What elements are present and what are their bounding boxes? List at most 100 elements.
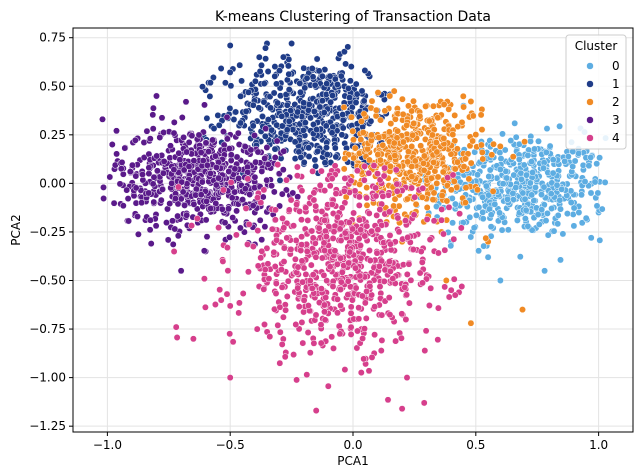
point-cluster-0: [475, 203, 483, 211]
point-cluster-1: [271, 72, 279, 80]
point-cluster-4: [290, 351, 298, 359]
point-cluster-4: [376, 206, 384, 213]
point-cluster-4: [276, 303, 284, 311]
point-cluster-4: [434, 336, 442, 344]
point-cluster-3: [197, 149, 205, 156]
point-cluster-3: [280, 147, 288, 155]
point-cluster-1: [309, 73, 317, 81]
point-cluster-3: [164, 236, 172, 244]
point-cluster-4: [427, 284, 435, 292]
point-cluster-0: [549, 169, 557, 177]
point-cluster-4: [281, 353, 289, 361]
point-cluster-0: [515, 155, 523, 163]
point-cluster-4: [321, 316, 329, 324]
point-cluster-1: [300, 64, 308, 72]
point-cluster-2: [416, 112, 424, 120]
point-cluster-4: [336, 330, 344, 338]
point-cluster-4: [347, 323, 355, 331]
point-cluster-4: [366, 282, 374, 290]
point-cluster-1: [360, 97, 368, 105]
point-cluster-4: [373, 211, 381, 219]
point-cluster-4: [334, 213, 342, 221]
point-cluster-4: [385, 258, 393, 266]
point-cluster-4: [302, 270, 310, 278]
point-cluster-0: [504, 195, 512, 203]
point-cluster-3: [156, 134, 164, 141]
point-cluster-4: [328, 200, 336, 208]
point-cluster-3: [149, 111, 157, 119]
point-cluster-1: [344, 84, 352, 92]
point-cluster-1: [308, 65, 316, 72]
point-cluster-3: [106, 173, 114, 181]
point-cluster-4: [393, 180, 401, 188]
point-cluster-0: [528, 158, 535, 166]
point-cluster-4: [249, 243, 257, 250]
point-cluster-1: [237, 92, 245, 100]
point-cluster-3: [236, 224, 244, 232]
point-cluster-3: [147, 240, 155, 248]
point-cluster-3: [201, 101, 208, 109]
point-cluster-2: [341, 155, 349, 162]
y-tick-label: −0.75: [29, 322, 66, 336]
point-cluster-0: [543, 125, 551, 133]
point-cluster-2: [357, 136, 365, 144]
point-cluster-4: [223, 244, 231, 252]
point-cluster-3: [169, 217, 176, 225]
point-cluster-4: [293, 201, 301, 208]
point-cluster-0: [511, 119, 519, 127]
point-cluster-4: [357, 254, 365, 262]
point-cluster-2: [408, 107, 416, 115]
point-cluster-1: [273, 121, 281, 129]
point-cluster-4: [290, 222, 298, 230]
point-cluster-4: [357, 242, 364, 249]
point-cluster-4: [356, 216, 363, 224]
point-cluster-3: [158, 114, 166, 122]
point-cluster-3: [227, 157, 235, 164]
point-cluster-1: [230, 116, 238, 123]
legend-label-4: 4: [612, 131, 620, 145]
point-cluster-4: [326, 263, 334, 271]
point-cluster-3: [183, 148, 191, 156]
point-cluster-2: [410, 119, 418, 127]
point-cluster-3: [134, 230, 142, 238]
point-cluster-0: [524, 222, 532, 230]
point-cluster-4: [338, 204, 346, 212]
point-cluster-4: [340, 187, 348, 195]
point-cluster-1: [283, 101, 291, 109]
point-cluster-4: [321, 308, 328, 316]
legend-marker-2: [586, 98, 594, 106]
point-cluster-0: [575, 149, 583, 157]
point-cluster-4: [387, 240, 394, 248]
point-cluster-3: [271, 154, 279, 161]
point-cluster-4: [397, 334, 405, 342]
point-cluster-2: [478, 148, 486, 156]
point-cluster-4: [298, 233, 306, 241]
point-cluster-0: [528, 226, 536, 234]
point-cluster-3: [197, 191, 205, 199]
point-cluster-4: [341, 229, 349, 237]
point-cluster-3: [185, 138, 193, 146]
point-cluster-2: [391, 195, 399, 203]
point-cluster-4: [296, 207, 304, 215]
point-cluster-4: [220, 186, 227, 194]
point-cluster-3: [195, 131, 203, 139]
point-cluster-2: [477, 111, 485, 119]
point-cluster-3: [99, 115, 106, 123]
point-cluster-1: [255, 53, 263, 61]
point-cluster-2: [439, 168, 447, 176]
point-cluster-0: [532, 183, 539, 191]
point-cluster-4: [372, 184, 380, 192]
point-cluster-0: [486, 166, 494, 174]
point-cluster-2: [350, 136, 357, 144]
point-cluster-3: [170, 166, 178, 174]
legend-label-0: 0: [612, 59, 620, 73]
point-cluster-4: [374, 226, 382, 234]
point-cluster-4: [398, 310, 406, 318]
point-cluster-3: [241, 143, 249, 151]
point-cluster-4: [320, 301, 328, 309]
legend-marker-0: [586, 62, 594, 70]
point-cluster-0: [501, 146, 509, 154]
legend-marker-1: [586, 80, 594, 88]
point-cluster-4: [394, 214, 402, 222]
point-cluster-4: [324, 382, 332, 390]
